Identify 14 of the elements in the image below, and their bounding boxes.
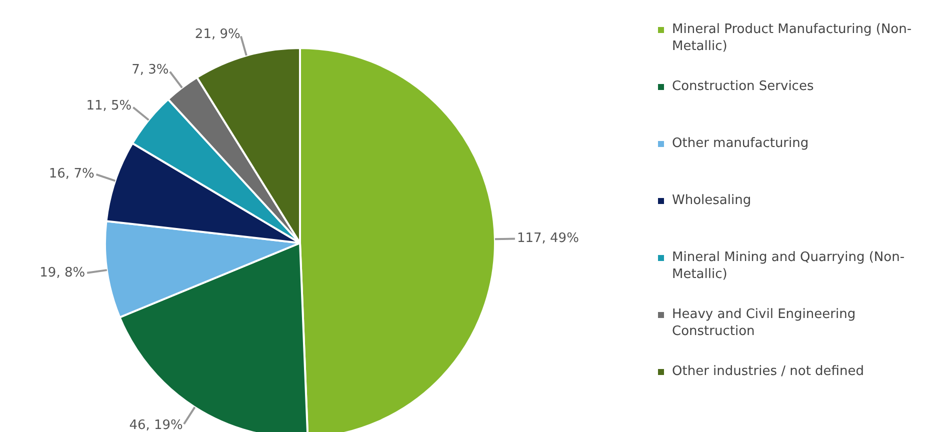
legend-label: Other industries / not defined (672, 362, 864, 380)
legend-label: Wholesaling (672, 192, 752, 208)
legend-label: Other manufacturing (672, 134, 809, 152)
data-label: 46, 19% (129, 418, 183, 432)
data-label: 117, 49% (516, 231, 579, 246)
legend-label: Mineral Mining and Quarrying (Non-Metallic) (672, 248, 906, 282)
data-label: 19, 8% (40, 266, 86, 281)
data-label: 21, 9% (194, 26, 240, 42)
legend-label: Mineral Product Manufacturing (Non-Metallic) (672, 20, 913, 54)
legend-label: Heavy and Civil Engineering Construction (672, 306, 857, 340)
data-label: 11, 5% (86, 98, 132, 114)
legend-label: Construction Services (672, 78, 814, 94)
data-label: 16, 7% (48, 166, 94, 182)
data-label: 7, 3% (132, 62, 169, 78)
